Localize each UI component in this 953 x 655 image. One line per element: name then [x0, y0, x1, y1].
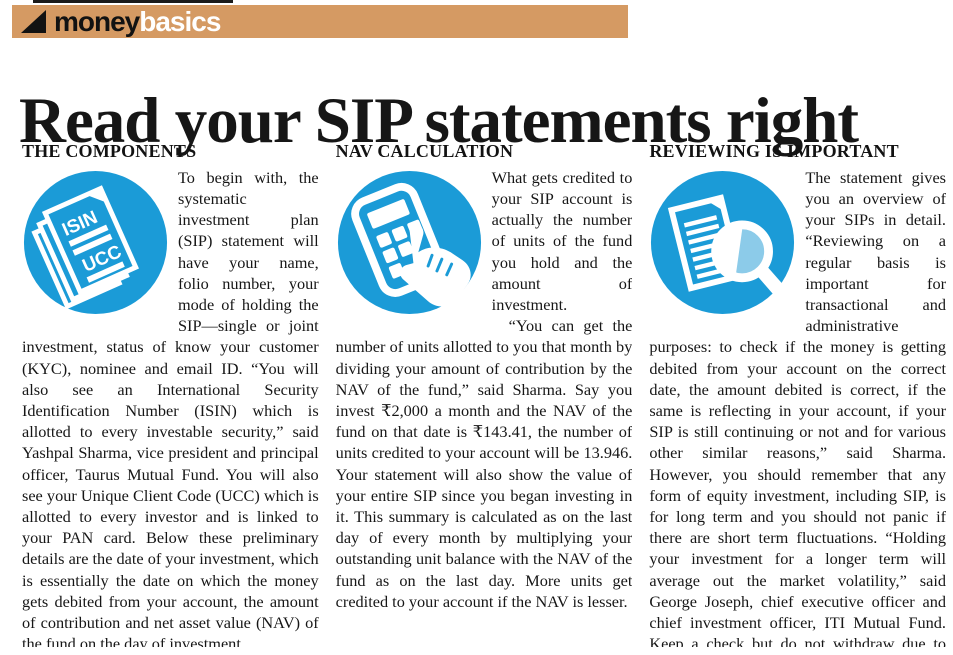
reviewing-paragraph: The statement gives you an overview of y…: [649, 167, 947, 647]
section-heading-components: THE COMPONENTS: [22, 142, 197, 161]
isin-ucc-documents-icon: ISIN UCC: [22, 169, 169, 316]
nav-paragraph-2: “You can get the number of units allotte…: [335, 316, 633, 611]
calculator-hand-icon: [336, 169, 483, 316]
section-masthead: money basics: [12, 5, 628, 38]
section-heading-nav: NAV CALCULATION: [335, 142, 514, 161]
components-paragraph: To begin with, the systematic investment…: [22, 167, 319, 647]
column-nav-calculation: NAV CALCULATION What gets cred: [336, 142, 633, 647]
page-top-rule: [33, 0, 233, 3]
article-columns: THE COMPONENTS ISIN UCC To begin with, t…: [22, 142, 946, 647]
nav-paragraph-1: What gets credited to your SIP account i…: [491, 167, 633, 315]
section-heading-reviewing: REVIEWING IS IMPORTANT: [649, 142, 899, 161]
corner-triangle-icon: [21, 10, 46, 33]
section-brand: money basics: [54, 5, 221, 37]
article-headline: Read your SIP statements right: [19, 84, 859, 157]
column-the-components: THE COMPONENTS ISIN UCC To begin with, t…: [22, 142, 319, 647]
brand-basics: basics: [139, 5, 221, 37]
magnifier-document-icon: [649, 169, 796, 316]
brand-money: money: [54, 5, 140, 37]
column-reviewing-important: REVIEWING IS IMPORTANT: [649, 142, 946, 647]
